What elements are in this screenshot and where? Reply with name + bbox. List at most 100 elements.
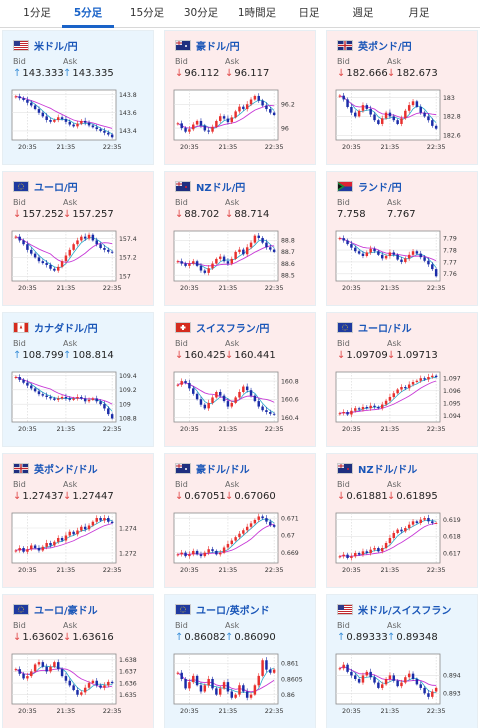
candle bbox=[242, 106, 245, 110]
pair-title[interactable]: カナダドル/円 bbox=[13, 320, 98, 335]
ask-value: ↑0.86090 bbox=[225, 632, 276, 643]
pair-card[interactable]: ユーロ/円 Bid Ask ↓157.252 ↓157.257 20:35 21:35 22:… bbox=[2, 171, 154, 306]
chart-container[interactable]: 20:35 21:35 22:35 88.8 88.7 88.6 88.5 bbox=[173, 228, 306, 296]
tab-1hour[interactable]: 1時間足 bbox=[237, 7, 277, 19]
candle bbox=[110, 251, 114, 253]
pair-name[interactable]: ユーロ/豪ドル bbox=[34, 605, 98, 617]
bid-label: Bid bbox=[337, 621, 350, 630]
pair-title[interactable]: 豪ドル/円 bbox=[175, 38, 240, 53]
bid-price: 143.333 bbox=[22, 68, 64, 79]
pair-card[interactable]: ユーロ/ドル Bid Ask ↓1.09709 ↓1.09713 20:35 21:35 22… bbox=[326, 312, 478, 447]
pair-name[interactable]: NZドル/円 bbox=[196, 182, 246, 194]
chart-container[interactable]: 20:35 21:35 22:35 1.097 1.096 1.095 1.094 bbox=[335, 369, 468, 437]
pair-name[interactable]: 豪ドル/ドル bbox=[196, 464, 250, 476]
candle bbox=[427, 260, 430, 265]
bid-value: 7.758 bbox=[337, 209, 366, 220]
x-tick-label: 21:35 bbox=[381, 284, 400, 292]
pair-title[interactable]: 豪ドル/ドル bbox=[175, 461, 250, 476]
pair-title[interactable]: ユーロ/ドル bbox=[337, 320, 412, 335]
y-tick-label: 160.4 bbox=[281, 415, 299, 422]
pair-card[interactable]: ユーロ/英ポンド Bid Ask ↑0.86082 ↑0.86090 20:35 21:35… bbox=[164, 594, 316, 728]
candle bbox=[431, 120, 434, 126]
arrow-down-icon: ↓ bbox=[225, 68, 234, 79]
chart-container[interactable]: 20:35 21:35 22:35 7.79 7.78 7.77 7.76 bbox=[335, 228, 468, 296]
pair-name[interactable]: 英ポンド/円 bbox=[358, 41, 412, 53]
y-tick-label: 143.6 bbox=[119, 110, 137, 117]
candle bbox=[207, 130, 210, 132]
pair-card[interactable]: スイスフラン/円 Bid Ask ↓160.425 ↓160.441 20:35 21:35… bbox=[164, 312, 316, 447]
candle bbox=[176, 672, 180, 674]
candle bbox=[76, 530, 79, 535]
candle bbox=[195, 120, 199, 125]
pair-title[interactable]: 英ポンド/円 bbox=[337, 38, 412, 53]
candle bbox=[91, 234, 95, 241]
chart-container[interactable]: 20:35 21:35 22:35 0.894 0.893 bbox=[335, 651, 468, 719]
chart-container[interactable]: 20:35 21:35 22:35 0.619 0.618 0.617 bbox=[335, 510, 468, 578]
pair-title[interactable]: NZドル/ドル bbox=[337, 461, 418, 476]
pair-name[interactable]: ユーロ/ドル bbox=[358, 323, 412, 335]
pair-name[interactable]: 英ポンド/ドル bbox=[34, 464, 98, 476]
chart-container[interactable]: 20:35 21:35 22:35 0.671 0.67 0.669 bbox=[173, 510, 306, 578]
y-tick-label: 88.8 bbox=[281, 238, 295, 245]
pair-card[interactable]: NZドル/ドル Bid Ask ↓0.61881 ↓0.61895 20:35 21:35 2… bbox=[326, 453, 478, 588]
pair-title[interactable]: スイスフラン/円 bbox=[175, 320, 270, 335]
pair-name[interactable]: 豪ドル/円 bbox=[196, 41, 240, 53]
pair-name[interactable]: ユーロ/英ポンド bbox=[196, 605, 270, 617]
chart-container[interactable]: 20:35 21:35 22:35 157.4 157.2 157 bbox=[11, 228, 144, 296]
pair-card[interactable]: 英ポンド/ドル Bid Ask ↓1.27437 ↓1.27447 20:35 21:35 2… bbox=[2, 453, 154, 588]
candle bbox=[199, 399, 203, 405]
chart-container[interactable]: 20:35 21:35 22:35 160.8 160.6 160.4 bbox=[173, 369, 306, 437]
candle bbox=[400, 529, 403, 532]
tab-5min[interactable]: 5分足 bbox=[62, 0, 114, 28]
pair-name[interactable]: ユーロ/円 bbox=[34, 182, 78, 194]
pair-title[interactable]: NZドル/円 bbox=[175, 179, 246, 194]
pair-title[interactable]: ユーロ/豪ドル bbox=[13, 602, 98, 617]
pair-title[interactable]: 英ポンド/ドル bbox=[13, 461, 98, 476]
pair-card[interactable]: NZドル/円 Bid Ask ↓88.702 ↓88.714 20:35 21:35 22:3… bbox=[164, 171, 316, 306]
chart-container[interactable]: 20:35 21:35 22:35 183 182.8 182.6 bbox=[335, 87, 468, 155]
tab-weekly[interactable]: 週足 bbox=[352, 7, 374, 19]
pair-title[interactable]: 米ドル/スイスフラン bbox=[337, 602, 452, 617]
pair-title[interactable]: ランド/円 bbox=[337, 179, 402, 194]
pair-card[interactable]: 豪ドル/円 Bid Ask ↓96.112 ↓96.117 20:35 21:35 22:35… bbox=[164, 30, 316, 165]
tab-monthly[interactable]: 月足 bbox=[408, 7, 430, 19]
tab-15min[interactable]: 15分足 bbox=[129, 7, 165, 19]
candle bbox=[45, 543, 48, 547]
candle bbox=[18, 236, 21, 241]
pair-card[interactable]: 英ポンド/円 Bid Ask ↓182.666 ↓182.673 20:35 21:35 22… bbox=[326, 30, 478, 165]
pair-name[interactable]: NZドル/ドル bbox=[358, 464, 418, 476]
pair-title[interactable]: ユーロ/円 bbox=[13, 179, 78, 194]
pair-name[interactable]: スイスフラン/円 bbox=[196, 323, 270, 335]
chart-container[interactable]: 20:35 21:35 22:35 0.861 0.8605 0.86 bbox=[173, 651, 306, 719]
pair-title[interactable]: ユーロ/英ポンド bbox=[175, 602, 270, 617]
candle bbox=[407, 384, 411, 389]
pair-name[interactable]: ランド/円 bbox=[358, 182, 402, 194]
ask-value: 7.767 bbox=[387, 209, 416, 220]
chart-container[interactable]: 20:35 21:35 22:35 109.4 109.2 109 108.8 bbox=[11, 369, 144, 437]
pair-name[interactable]: 米ドル/円 bbox=[34, 41, 78, 53]
pair-name[interactable]: 米ドル/スイスフラン bbox=[358, 605, 452, 617]
tab-30min[interactable]: 30分足 bbox=[183, 7, 219, 19]
chart-container[interactable]: 20:35 21:35 22:35 143.8 143.6 143.4 bbox=[11, 87, 144, 155]
moving-average-fast bbox=[339, 95, 437, 124]
candle bbox=[99, 518, 102, 521]
chart-container[interactable]: 20:35 21:35 22:35 1.274 1.272 bbox=[11, 510, 144, 578]
tab-1min[interactable]: 1分足 bbox=[23, 7, 51, 19]
pair-card[interactable]: 米ドル/スイスフラン Bid Ask ↑0.89333 ↑0.89348 20:35 21:… bbox=[326, 594, 478, 728]
tab-daily[interactable]: 日足 bbox=[298, 7, 320, 19]
candle bbox=[215, 258, 218, 264]
candle bbox=[377, 682, 380, 688]
pair-card[interactable]: カナダドル/円 Bid Ask ↑108.799 ↑108.814 20:35 21:35 2… bbox=[2, 312, 154, 447]
candle bbox=[76, 240, 79, 245]
pair-card[interactable]: ランド/円 Bid Ask 7.758 7.767 20:35 21:35 22:35 7.79… bbox=[326, 171, 478, 306]
pair-card[interactable]: 米ドル/円 Bid Ask ↑143.333 ↑143.335 20:35 21:35 22:… bbox=[2, 30, 154, 165]
chart-container[interactable]: 20:35 21:35 22:35 96.2 96 bbox=[173, 87, 306, 155]
pair-name[interactable]: カナダドル/円 bbox=[34, 323, 98, 335]
plot-area bbox=[173, 512, 279, 564]
candle bbox=[404, 528, 407, 532]
pair-card[interactable]: 豪ドル/ドル Bid Ask ↓0.67051 ↓0.67060 20:35 21:35 22… bbox=[164, 453, 316, 588]
candle bbox=[176, 384, 180, 386]
pair-card[interactable]: ユーロ/豪ドル Bid Ask ↓1.63602 ↓1.63616 20:35 21:35 2… bbox=[2, 594, 154, 728]
pair-title[interactable]: 米ドル/円 bbox=[13, 38, 78, 53]
chart-container[interactable]: 20:35 21:35 22:35 1.638 1.637 1.636 1.635 bbox=[11, 651, 144, 719]
